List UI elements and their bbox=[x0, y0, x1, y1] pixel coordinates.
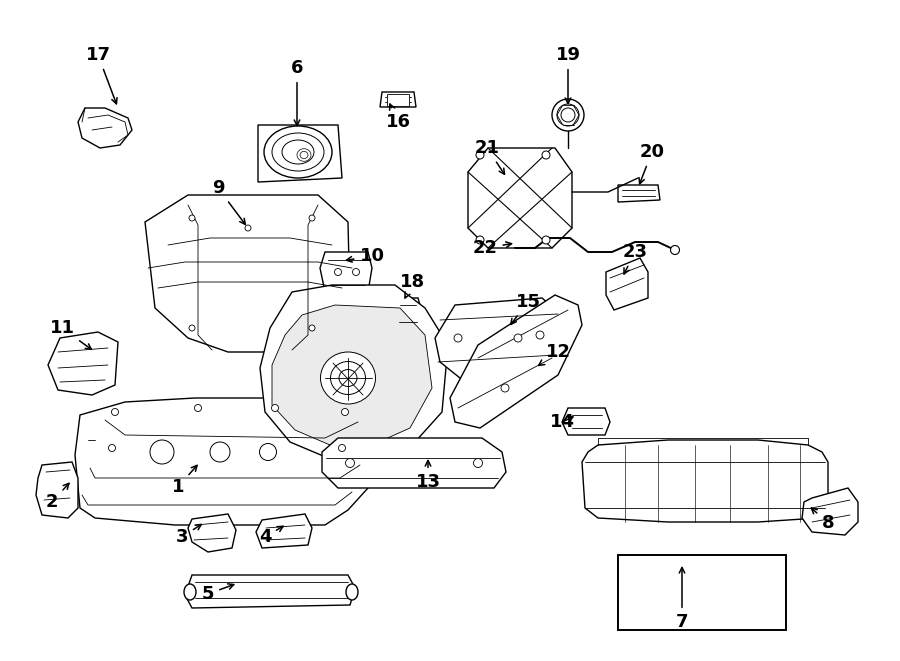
Polygon shape bbox=[468, 148, 572, 248]
Ellipse shape bbox=[557, 104, 579, 126]
Ellipse shape bbox=[338, 444, 346, 451]
Text: 7: 7 bbox=[676, 568, 688, 631]
Polygon shape bbox=[562, 408, 610, 435]
Text: 20: 20 bbox=[639, 143, 664, 184]
Polygon shape bbox=[606, 258, 648, 310]
Text: 19: 19 bbox=[555, 46, 580, 104]
Polygon shape bbox=[395, 298, 422, 335]
Ellipse shape bbox=[542, 236, 550, 244]
Polygon shape bbox=[435, 298, 568, 378]
Text: 8: 8 bbox=[811, 508, 834, 532]
Polygon shape bbox=[802, 488, 858, 535]
Ellipse shape bbox=[341, 408, 348, 416]
Ellipse shape bbox=[184, 584, 196, 600]
Text: 16: 16 bbox=[385, 104, 410, 131]
Ellipse shape bbox=[210, 442, 230, 462]
Text: 10: 10 bbox=[346, 247, 384, 265]
Ellipse shape bbox=[245, 225, 251, 231]
Text: 2: 2 bbox=[46, 483, 69, 511]
Ellipse shape bbox=[473, 459, 482, 467]
Ellipse shape bbox=[259, 444, 276, 461]
Text: 15: 15 bbox=[510, 293, 541, 325]
Polygon shape bbox=[272, 305, 432, 445]
Polygon shape bbox=[260, 285, 448, 458]
Polygon shape bbox=[258, 125, 342, 182]
Polygon shape bbox=[380, 92, 416, 107]
Text: 11: 11 bbox=[50, 319, 92, 350]
Polygon shape bbox=[145, 195, 350, 352]
Polygon shape bbox=[320, 252, 372, 292]
Ellipse shape bbox=[346, 584, 358, 600]
Polygon shape bbox=[36, 462, 78, 518]
Polygon shape bbox=[322, 438, 506, 488]
Ellipse shape bbox=[330, 362, 365, 395]
Text: 22: 22 bbox=[472, 239, 511, 257]
Text: 17: 17 bbox=[86, 46, 117, 104]
Polygon shape bbox=[582, 440, 828, 522]
Text: 23: 23 bbox=[623, 243, 647, 274]
Ellipse shape bbox=[189, 215, 195, 221]
Ellipse shape bbox=[309, 325, 315, 331]
Ellipse shape bbox=[454, 334, 462, 342]
Bar bbox=[618, 555, 786, 630]
Ellipse shape bbox=[335, 268, 341, 276]
Ellipse shape bbox=[282, 140, 314, 164]
Ellipse shape bbox=[272, 133, 324, 171]
Text: 1: 1 bbox=[172, 465, 197, 496]
Polygon shape bbox=[75, 398, 378, 525]
Polygon shape bbox=[618, 185, 660, 202]
Ellipse shape bbox=[536, 331, 544, 339]
Ellipse shape bbox=[476, 236, 484, 244]
Text: 18: 18 bbox=[400, 273, 426, 298]
Ellipse shape bbox=[670, 245, 680, 254]
Ellipse shape bbox=[189, 325, 195, 331]
Ellipse shape bbox=[339, 369, 357, 387]
Text: 21: 21 bbox=[474, 139, 505, 175]
Text: 4: 4 bbox=[259, 526, 284, 546]
Polygon shape bbox=[450, 295, 582, 428]
Ellipse shape bbox=[346, 459, 355, 467]
Text: 14: 14 bbox=[550, 413, 574, 431]
Text: 5: 5 bbox=[202, 584, 234, 603]
Ellipse shape bbox=[476, 151, 484, 159]
Ellipse shape bbox=[353, 268, 359, 276]
Ellipse shape bbox=[264, 126, 332, 178]
Polygon shape bbox=[256, 514, 312, 548]
Text: 3: 3 bbox=[176, 524, 202, 546]
Text: 9: 9 bbox=[212, 179, 246, 224]
Text: 6: 6 bbox=[291, 59, 303, 126]
Polygon shape bbox=[48, 332, 118, 395]
Ellipse shape bbox=[514, 334, 522, 342]
Ellipse shape bbox=[542, 151, 550, 159]
Ellipse shape bbox=[109, 444, 115, 451]
Ellipse shape bbox=[150, 440, 174, 464]
Ellipse shape bbox=[501, 384, 509, 392]
Ellipse shape bbox=[561, 108, 575, 122]
Ellipse shape bbox=[194, 405, 202, 412]
Ellipse shape bbox=[552, 99, 584, 131]
Ellipse shape bbox=[309, 215, 315, 221]
Ellipse shape bbox=[272, 405, 278, 412]
Text: 12: 12 bbox=[539, 343, 571, 366]
Polygon shape bbox=[78, 108, 132, 148]
Text: 13: 13 bbox=[416, 461, 440, 491]
Ellipse shape bbox=[320, 352, 375, 404]
Polygon shape bbox=[185, 575, 355, 608]
Ellipse shape bbox=[112, 408, 119, 416]
Bar bbox=[387, 94, 409, 106]
Polygon shape bbox=[188, 514, 236, 552]
